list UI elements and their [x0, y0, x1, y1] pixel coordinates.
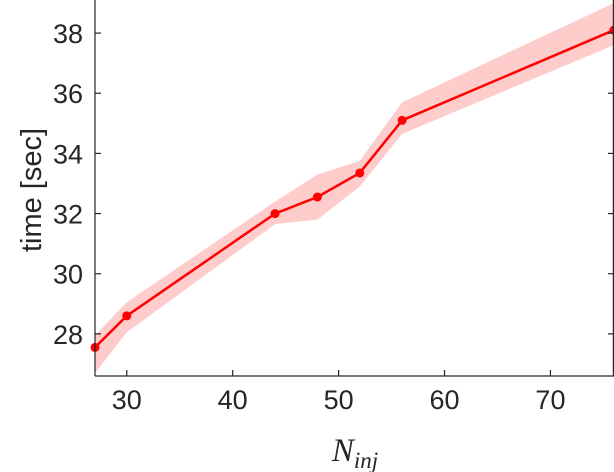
confidence-band-0 [95, 3, 614, 373]
y-tick-label: 36 [53, 79, 83, 109]
y-tick-label: 30 [53, 260, 83, 290]
data-point [122, 311, 132, 321]
y-tick-label: 34 [53, 139, 83, 169]
x-tick-label: 60 [430, 385, 460, 415]
x-axis-label-subscript: inj [354, 448, 378, 472]
y-axis: 28 30 32 34 36 38 [53, 0, 614, 376]
y-tick-label: 32 [53, 200, 83, 230]
y-tick-label: 38 [53, 19, 83, 49]
x-tick-label: 30 [112, 385, 142, 415]
x-axis: 30 40 50 60 70 [95, 370, 614, 415]
y-axis-label: time [sec] [16, 128, 48, 252]
data-point [312, 192, 322, 202]
data-point [397, 115, 407, 125]
data-point [270, 209, 280, 219]
x-axis-label: Ninj [331, 433, 378, 472]
x-axis-label-main: N [331, 433, 356, 469]
x-tick-label: 70 [535, 385, 565, 415]
x-tick-label: 40 [218, 385, 248, 415]
x-tick-label: 50 [324, 385, 354, 415]
plot-area [90, 3, 614, 373]
data-point [355, 168, 365, 178]
y-tick-label: 28 [53, 320, 83, 350]
